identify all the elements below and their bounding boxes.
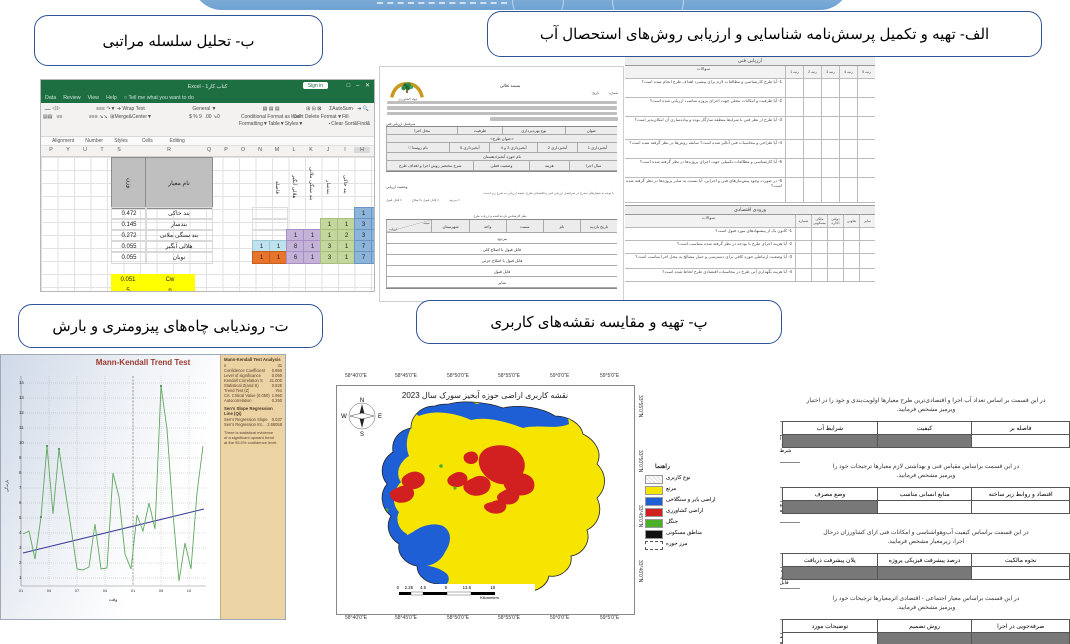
svg-text:10: 10 — [187, 588, 192, 593]
svg-text:8: 8 — [19, 470, 22, 475]
svg-text:5: 5 — [19, 515, 22, 520]
svg-text:6: 6 — [19, 500, 22, 505]
svg-text:11: 11 — [19, 425, 24, 430]
svg-text:04: 04 — [103, 588, 108, 593]
svg-text:12: 12 — [19, 410, 24, 415]
svg-text:7: 7 — [19, 485, 22, 490]
svg-text:E: E — [378, 414, 382, 420]
svg-text:وقت: وقت — [109, 597, 118, 602]
svg-text:4: 4 — [19, 530, 22, 535]
svg-text:04: 04 — [47, 588, 52, 593]
svg-text:10: 10 — [19, 440, 24, 445]
svg-text:2.25: 2.25 — [405, 585, 414, 590]
svg-text:S: S — [360, 432, 364, 438]
svg-text:Kilometers: Kilometers — [480, 595, 499, 600]
svg-text:2: 2 — [19, 560, 22, 565]
svg-text:بارندگی: بارندگی — [4, 480, 9, 493]
svg-text:W: W — [341, 414, 347, 420]
svg-text:4.5: 4.5 — [420, 585, 427, 590]
svg-text:13: 13 — [19, 395, 24, 400]
svg-text:نقشه کاربری اراضی حوزه آبخیز س: نقشه کاربری اراضی حوزه آبخیز سورک سال 20… — [402, 390, 568, 400]
svg-text:9: 9 — [19, 455, 22, 460]
svg-text:3: 3 — [19, 545, 22, 550]
svg-text:18: 18 — [490, 585, 495, 590]
svg-text:14: 14 — [19, 380, 24, 385]
svg-text:07: 07 — [75, 588, 80, 593]
svg-text:01: 01 — [19, 588, 24, 593]
svg-text:1: 1 — [19, 575, 22, 580]
svg-text:N: N — [360, 398, 364, 404]
svg-text:01: 01 — [131, 588, 136, 593]
svg-text:05: 05 — [159, 588, 164, 593]
svg-text:13.5: 13.5 — [463, 585, 472, 590]
